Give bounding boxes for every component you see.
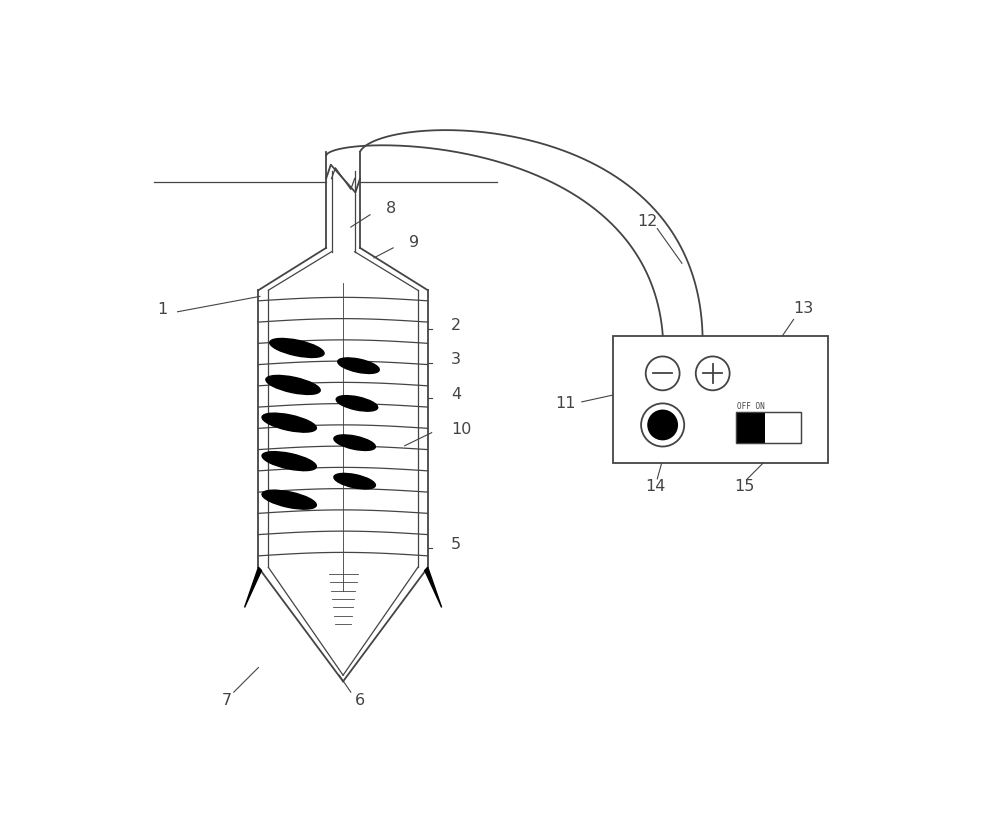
Circle shape <box>646 357 680 391</box>
Circle shape <box>647 410 678 440</box>
Ellipse shape <box>270 339 324 358</box>
Text: 3: 3 <box>451 352 461 367</box>
Text: 14: 14 <box>645 479 665 493</box>
Circle shape <box>696 357 730 391</box>
Text: 9: 9 <box>409 234 419 249</box>
Ellipse shape <box>262 452 316 471</box>
Bar <box>736 412 801 443</box>
Ellipse shape <box>336 396 378 412</box>
Text: 5: 5 <box>451 537 461 551</box>
Ellipse shape <box>334 474 375 489</box>
Ellipse shape <box>338 359 379 374</box>
Polygon shape <box>245 568 261 608</box>
Bar <box>736 412 801 443</box>
Text: OFF ON: OFF ON <box>737 402 764 411</box>
Text: 6: 6 <box>355 693 365 708</box>
Bar <box>736 412 765 443</box>
Text: 7: 7 <box>221 693 232 708</box>
Polygon shape <box>425 568 442 608</box>
Ellipse shape <box>262 414 316 432</box>
Text: 8: 8 <box>385 200 396 215</box>
Text: 11: 11 <box>555 396 575 411</box>
Ellipse shape <box>266 376 320 395</box>
Text: 15: 15 <box>734 479 755 493</box>
Ellipse shape <box>334 436 375 451</box>
Text: 13: 13 <box>794 301 814 315</box>
Circle shape <box>641 404 684 447</box>
Text: 1: 1 <box>157 302 167 317</box>
Text: 2: 2 <box>451 317 461 332</box>
Bar <box>613 337 828 464</box>
Ellipse shape <box>262 490 316 509</box>
Text: 12: 12 <box>637 214 658 229</box>
Text: 4: 4 <box>451 387 461 402</box>
Text: 10: 10 <box>451 421 471 436</box>
